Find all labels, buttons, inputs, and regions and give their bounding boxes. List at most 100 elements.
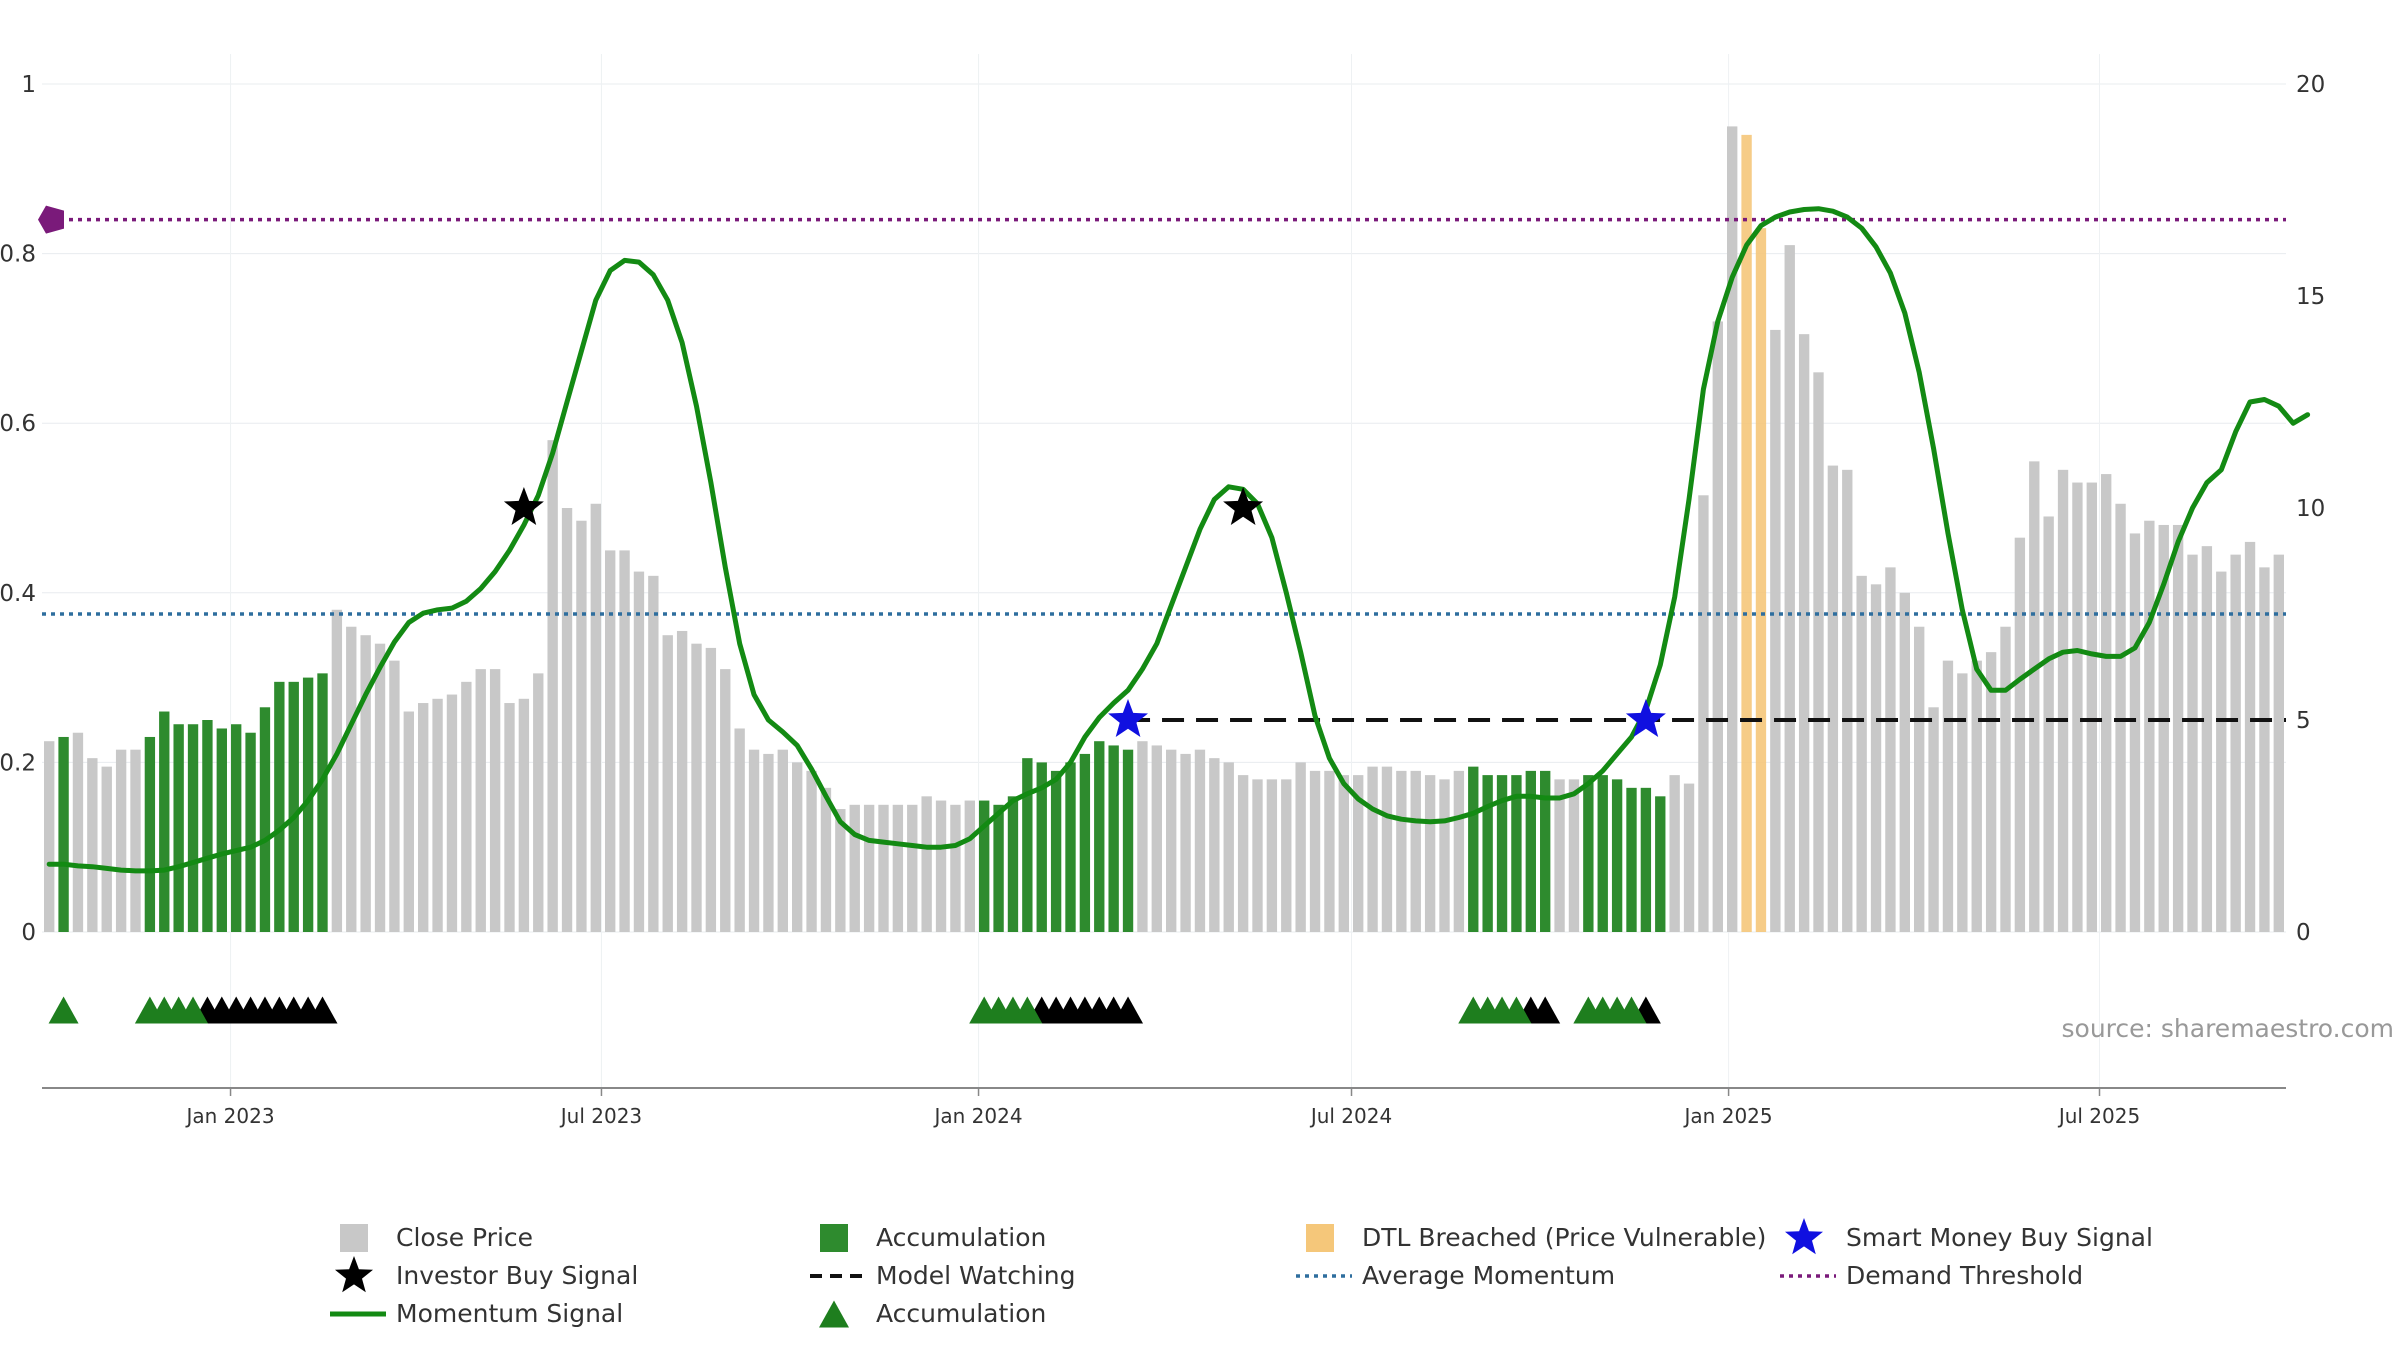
close-price-bar bbox=[1453, 770, 1465, 932]
close-price-bar bbox=[2172, 524, 2184, 932]
signal-markers bbox=[48, 487, 1666, 1024]
close-price-bar bbox=[1842, 469, 1853, 932]
close-price-bar bbox=[950, 804, 961, 932]
accumulation-bar bbox=[187, 724, 199, 932]
close-price-bar bbox=[1367, 766, 1378, 932]
accumulation-bar bbox=[1640, 787, 1652, 932]
close-price-bar bbox=[374, 643, 386, 932]
close-price-bar bbox=[360, 635, 371, 932]
accumulation-bar bbox=[1482, 775, 1493, 932]
close-price-bar bbox=[87, 758, 98, 932]
legend-label: Demand Threshold bbox=[1846, 1261, 2083, 1290]
model-watching-marker bbox=[1113, 996, 1144, 1024]
close-price-bar bbox=[1813, 372, 1824, 932]
y-left-tick-label: 0.4 bbox=[0, 581, 36, 607]
close-price-bar bbox=[2158, 524, 2169, 932]
close-price-bar bbox=[1281, 779, 1292, 932]
close-price-bar bbox=[2014, 537, 2026, 932]
x-tick-label: Jul 2024 bbox=[1309, 1104, 1392, 1128]
smart-money-buy-signal-star bbox=[1108, 699, 1148, 737]
close-price-bar bbox=[921, 796, 932, 932]
legend-label: Model Watching bbox=[876, 1261, 1076, 1290]
close-price-bar bbox=[1338, 775, 1349, 932]
close-price-bar bbox=[2273, 554, 2284, 932]
close-price-bar bbox=[1180, 753, 1191, 932]
legend-item-investor: Investor Buy Signal bbox=[335, 1256, 638, 1293]
momentum-signal-line bbox=[46, 206, 2311, 874]
y-right-tick-label: 15 bbox=[2296, 284, 2325, 310]
accumulation-bar bbox=[1079, 753, 1091, 932]
dtl-breached-bar bbox=[1755, 228, 1767, 932]
accumulation-bar bbox=[245, 732, 256, 932]
close-price-bar bbox=[935, 800, 947, 932]
legend-item-close: Close Price bbox=[340, 1223, 533, 1252]
close-price-bar bbox=[101, 766, 112, 932]
close-price-bar bbox=[1568, 779, 1580, 932]
close-price-bar bbox=[1870, 584, 1882, 932]
close-price-bar bbox=[907, 804, 918, 932]
close-price-bar bbox=[2086, 482, 2097, 932]
legend-label: DTL Breached (Price Vulnerable) bbox=[1362, 1223, 1766, 1252]
close-price-bar bbox=[1194, 749, 1206, 932]
accumulation-bar bbox=[1597, 775, 1608, 932]
close-price-bar bbox=[418, 703, 429, 932]
close-price-bar bbox=[892, 804, 904, 932]
close-price-bar bbox=[2144, 520, 2155, 932]
legend-label: Smart Money Buy Signal bbox=[1846, 1223, 2153, 1252]
close-price-bar bbox=[1985, 652, 1997, 932]
legend-swatch bbox=[1306, 1224, 1334, 1252]
legend-item-demand: Demand Threshold bbox=[1780, 1261, 2083, 1290]
close-price-bar bbox=[403, 711, 414, 932]
close-price-bar bbox=[1381, 766, 1393, 932]
accumulation-bar bbox=[1036, 762, 1047, 932]
legend-label: Accumulation bbox=[876, 1299, 1046, 1328]
close-price-bar bbox=[1798, 334, 1810, 932]
model-watching-marker bbox=[1530, 996, 1561, 1024]
close-price-bar bbox=[1856, 575, 1867, 932]
close-price-bar bbox=[590, 503, 601, 932]
accumulation-bar bbox=[993, 804, 1004, 932]
close-price-bar bbox=[1266, 779, 1278, 932]
accumulation-bar bbox=[1108, 745, 1119, 932]
close-price-bar bbox=[878, 804, 889, 932]
y-right-tick-label: 20 bbox=[2296, 72, 2325, 98]
close-price-bar bbox=[1396, 770, 1407, 932]
close-price-bar bbox=[820, 787, 832, 932]
close-price-bar bbox=[2187, 554, 2198, 932]
source-label: source: sharemaestro.com bbox=[2062, 1014, 2395, 1043]
close-price-bar bbox=[1209, 758, 1220, 932]
accumulation-bar bbox=[1022, 758, 1033, 932]
accumulation-bar bbox=[317, 673, 328, 932]
close-price-bar bbox=[1353, 775, 1364, 932]
close-price-bar bbox=[1885, 567, 1896, 932]
legend-triangle-icon bbox=[819, 1300, 849, 1328]
legend-item-acc_marker: Accumulation bbox=[819, 1299, 1046, 1328]
close-price-bar bbox=[432, 698, 443, 932]
close-price-bar bbox=[964, 800, 975, 932]
close-price-bar bbox=[518, 698, 530, 932]
close-price-bar bbox=[1669, 775, 1680, 932]
x-tick-label: Jan 2025 bbox=[1683, 1104, 1773, 1128]
close-price-bar bbox=[475, 669, 486, 932]
close-price-bar bbox=[2043, 516, 2054, 932]
accumulation-bar bbox=[1065, 762, 1076, 932]
close-price-bar bbox=[605, 550, 616, 932]
y-right-tick-label: 0 bbox=[2296, 920, 2311, 946]
close-price-bar bbox=[792, 762, 803, 932]
accumulation-bar bbox=[288, 681, 299, 932]
close-price-bar bbox=[1928, 707, 1939, 932]
close-price-bar bbox=[1827, 465, 1839, 932]
close-price-bar bbox=[1942, 660, 1954, 932]
close-price-bar bbox=[461, 681, 472, 932]
accumulation-bar bbox=[231, 724, 242, 932]
accumulation-bar bbox=[259, 707, 271, 932]
close-price-bar bbox=[777, 749, 788, 932]
accumulation-bar bbox=[1050, 770, 1062, 932]
legend-label: Close Price bbox=[396, 1223, 533, 1252]
close-price-bar bbox=[705, 647, 717, 932]
accumulation-bar bbox=[1611, 779, 1623, 932]
close-price-bar bbox=[2101, 474, 2112, 932]
close-price-bar bbox=[1223, 762, 1234, 932]
close-price-bar bbox=[2259, 567, 2270, 932]
